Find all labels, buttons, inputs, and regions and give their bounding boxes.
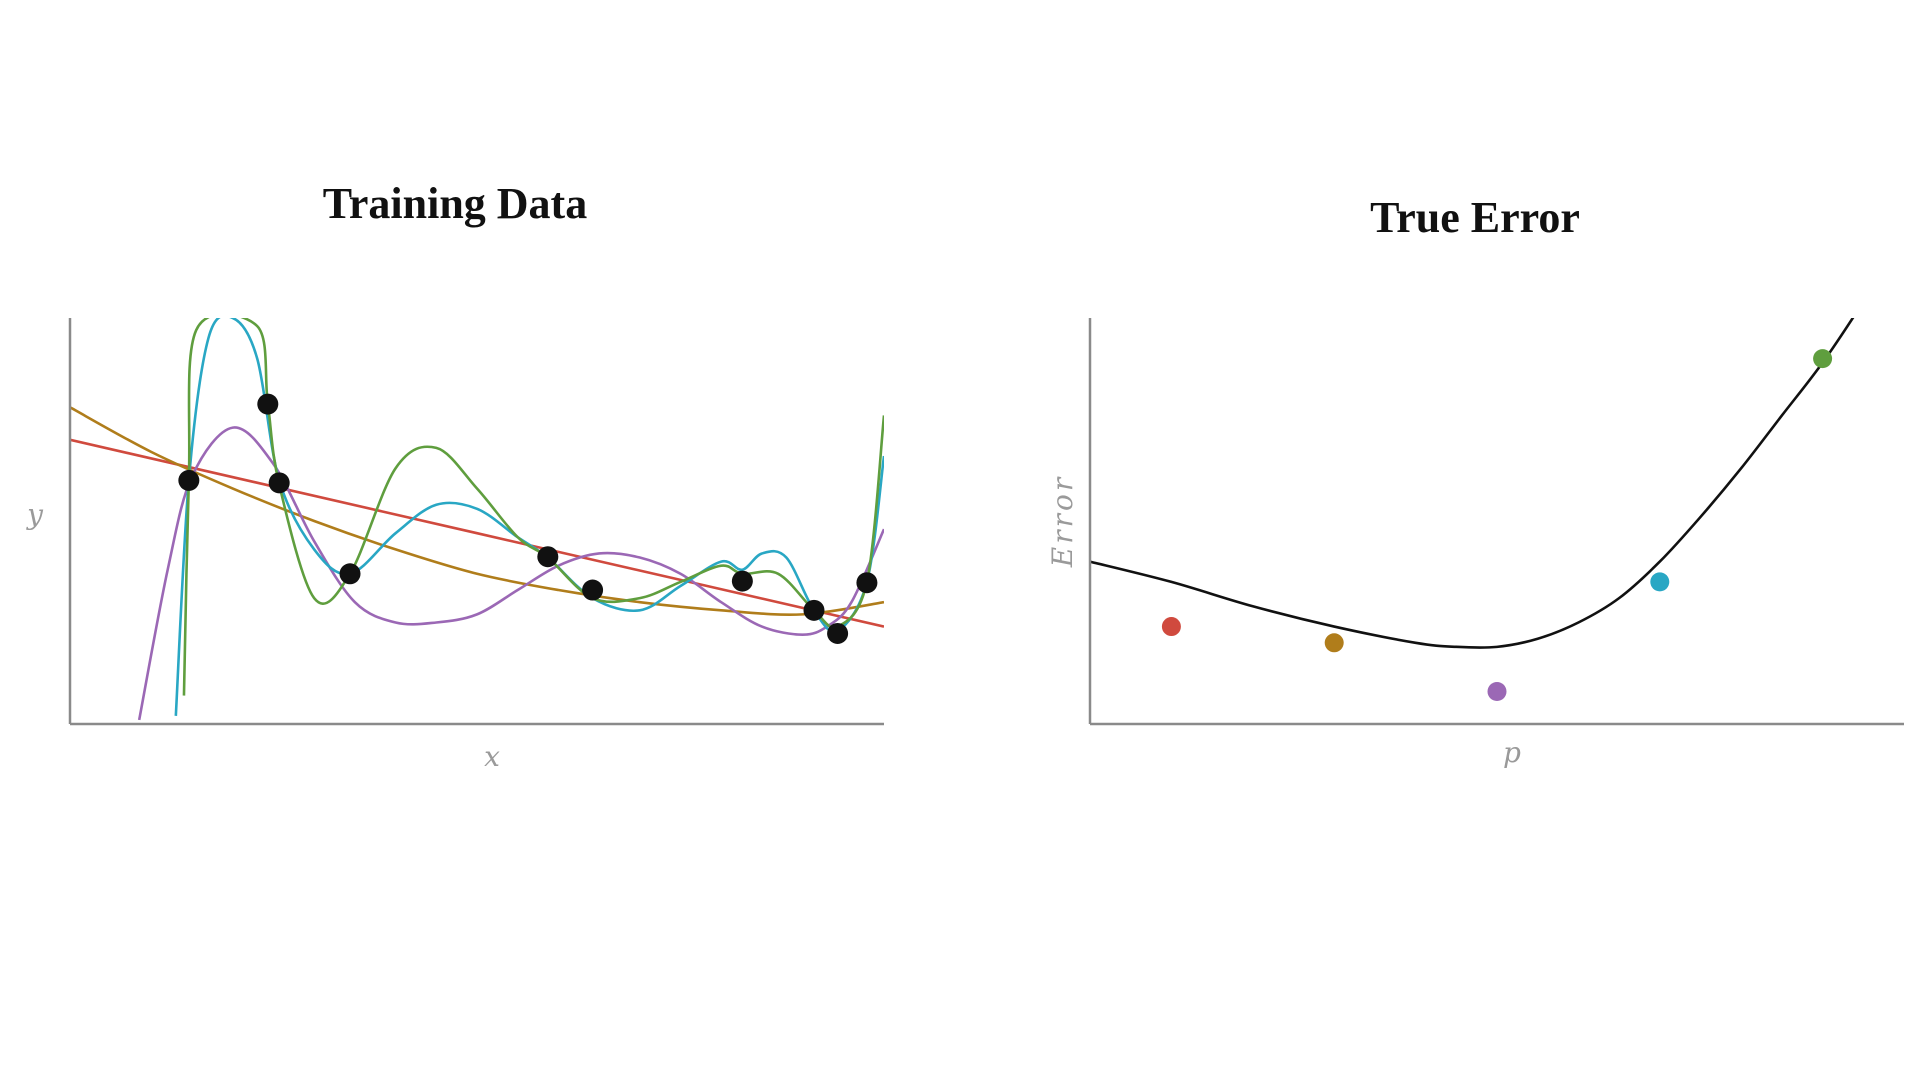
fit-curve-degree-1-fit bbox=[70, 438, 884, 628]
training-points bbox=[178, 393, 878, 644]
training-point bbox=[268, 472, 290, 494]
true-error-chart: True Error Error p bbox=[1046, 193, 1904, 769]
training-point bbox=[339, 563, 361, 585]
fit-curve-degree-2-fit bbox=[70, 406, 884, 616]
error-point-degree-5 bbox=[1487, 682, 1507, 702]
fit-curve-degree-9-fit bbox=[182, 318, 884, 696]
error-point-degree-2 bbox=[1324, 633, 1344, 653]
training-point bbox=[257, 393, 279, 415]
training-point bbox=[178, 469, 200, 491]
fit-curve-degree-8-fit bbox=[174, 318, 884, 716]
training-point bbox=[731, 570, 753, 592]
true-error-points bbox=[1161, 349, 1833, 702]
y-axis-label-error: Error bbox=[1046, 475, 1079, 568]
training-data-chart: Training Data y x bbox=[25, 179, 884, 773]
y-axis-label-training: y bbox=[25, 498, 44, 531]
training-point bbox=[827, 622, 849, 644]
fit-curve-degree-5-fit bbox=[137, 426, 884, 721]
x-axis-label-training: x bbox=[484, 740, 500, 773]
error-point-degree-8 bbox=[1650, 572, 1670, 592]
training-point bbox=[803, 599, 825, 621]
training-point bbox=[537, 546, 559, 568]
chart-title-training: Training Data bbox=[323, 179, 587, 228]
true-error-curve-group bbox=[1090, 318, 1855, 649]
training-point bbox=[856, 572, 878, 594]
true-error-curve bbox=[1090, 318, 1855, 649]
x-axis-label-p: p bbox=[1503, 736, 1521, 769]
training-point bbox=[582, 579, 604, 601]
chart-title-true-error: True Error bbox=[1370, 193, 1580, 242]
error-point-degree-1 bbox=[1161, 617, 1181, 637]
error-point-degree-9 bbox=[1813, 349, 1833, 369]
training-curves bbox=[70, 318, 884, 721]
